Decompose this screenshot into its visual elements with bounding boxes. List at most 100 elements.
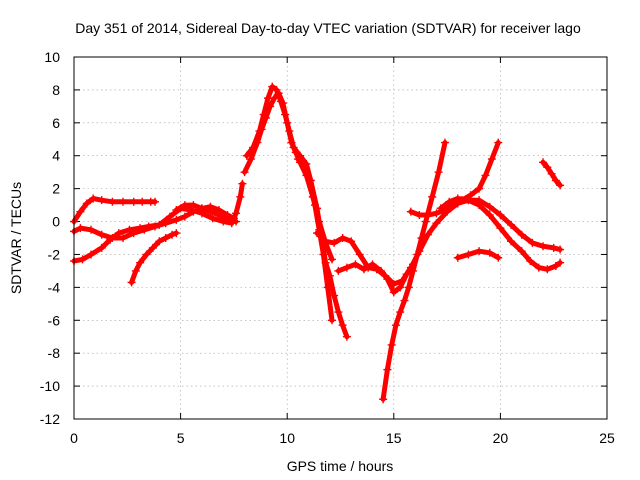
- data-point: [321, 258, 330, 267]
- data-point: [485, 210, 494, 219]
- data-point: [334, 308, 343, 317]
- data-point: [293, 155, 302, 164]
- y-tick-label: -12: [40, 411, 60, 427]
- data-point: [89, 194, 98, 203]
- x-tick-label: 25: [599, 430, 615, 446]
- data-point: [428, 192, 437, 201]
- data-point: [466, 191, 475, 200]
- data-point: [208, 214, 217, 223]
- data-point: [355, 250, 364, 259]
- data-point: [475, 247, 484, 256]
- data-point: [436, 204, 445, 213]
- data-point: [415, 210, 424, 219]
- data-point: [404, 283, 413, 292]
- x-tick-label: 0: [70, 430, 78, 446]
- data-point: [76, 207, 85, 216]
- data-point: [556, 258, 565, 267]
- data-point: [151, 197, 160, 206]
- data-point: [97, 196, 106, 205]
- data-point: [556, 245, 565, 254]
- data-point: [161, 234, 170, 242]
- data-point: [119, 197, 128, 206]
- y-tick-label: 2: [52, 181, 60, 197]
- data-point: [551, 176, 560, 185]
- data-point: [261, 113, 270, 122]
- data-point: [481, 171, 490, 180]
- y-tick-label: -8: [48, 345, 61, 361]
- data-point: [197, 204, 206, 213]
- plot-border: [73, 56, 608, 420]
- data-point: [283, 118, 292, 127]
- y-tick-label: 4: [52, 148, 60, 164]
- y-tick-label: 8: [52, 82, 60, 98]
- data-point: [330, 291, 339, 300]
- data-point: [223, 214, 232, 223]
- data-point: [383, 275, 392, 284]
- data-point: [406, 207, 415, 216]
- data-point: [464, 250, 473, 259]
- data-point: [257, 125, 266, 134]
- data-point: [313, 204, 322, 213]
- data-point: [180, 201, 189, 210]
- data-point: [475, 201, 484, 210]
- data-point: [543, 163, 552, 172]
- data-point: [539, 242, 548, 251]
- data-point: [432, 219, 441, 228]
- data-point: [517, 230, 526, 239]
- series-arc-8: [295, 156, 350, 340]
- data-point: [475, 184, 484, 193]
- data-point: [119, 234, 128, 242]
- data-point: [494, 138, 503, 147]
- data-point: [78, 255, 87, 264]
- data-point: [238, 179, 247, 188]
- data-point: [507, 237, 516, 246]
- data-point: [300, 159, 309, 168]
- data-point: [528, 238, 537, 247]
- data-point: [413, 250, 422, 259]
- data-point: [240, 168, 249, 177]
- data-point: [342, 332, 351, 341]
- data-point: [325, 271, 334, 280]
- data-point: [266, 102, 275, 111]
- data-point: [142, 250, 151, 259]
- data-point: [131, 266, 140, 275]
- data-point: [138, 197, 147, 206]
- data-point: [423, 210, 432, 219]
- data-point: [453, 194, 462, 203]
- data-point: [496, 224, 505, 233]
- data-series: [70, 82, 565, 404]
- data-point: [125, 225, 134, 234]
- data-point: [291, 148, 300, 157]
- data-point: [253, 138, 262, 147]
- data-point: [155, 220, 164, 229]
- data-point: [396, 308, 405, 317]
- data-point: [417, 234, 426, 242]
- data-point: [377, 266, 386, 275]
- data-point: [400, 296, 409, 305]
- data-point: [494, 253, 503, 262]
- x-tick-label: 10: [279, 430, 295, 446]
- data-point: [313, 229, 322, 238]
- chart-title: Day 351 of 2014, Sidereal Day-to-day VTE…: [75, 20, 581, 36]
- x-tick-label: 15: [386, 430, 402, 446]
- y-tick-label: 6: [52, 115, 60, 131]
- data-point: [526, 257, 535, 266]
- data-point: [338, 234, 347, 242]
- y-tick-label: 0: [52, 214, 60, 230]
- x-axis-title: GPS time / hours: [287, 458, 394, 474]
- data-point: [421, 217, 430, 226]
- data-point: [172, 229, 181, 238]
- data-point: [485, 248, 494, 257]
- data-point: [453, 253, 462, 262]
- data-point: [242, 151, 251, 160]
- data-point: [327, 316, 336, 325]
- data-point: [180, 212, 189, 221]
- data-point: [534, 263, 543, 272]
- x-tick-label: 5: [177, 430, 185, 446]
- data-point: [327, 255, 336, 264]
- data-point: [127, 278, 136, 287]
- data-point: [189, 201, 198, 210]
- data-point: [108, 197, 117, 206]
- data-point: [274, 89, 283, 98]
- x-tick-label: 20: [493, 430, 509, 446]
